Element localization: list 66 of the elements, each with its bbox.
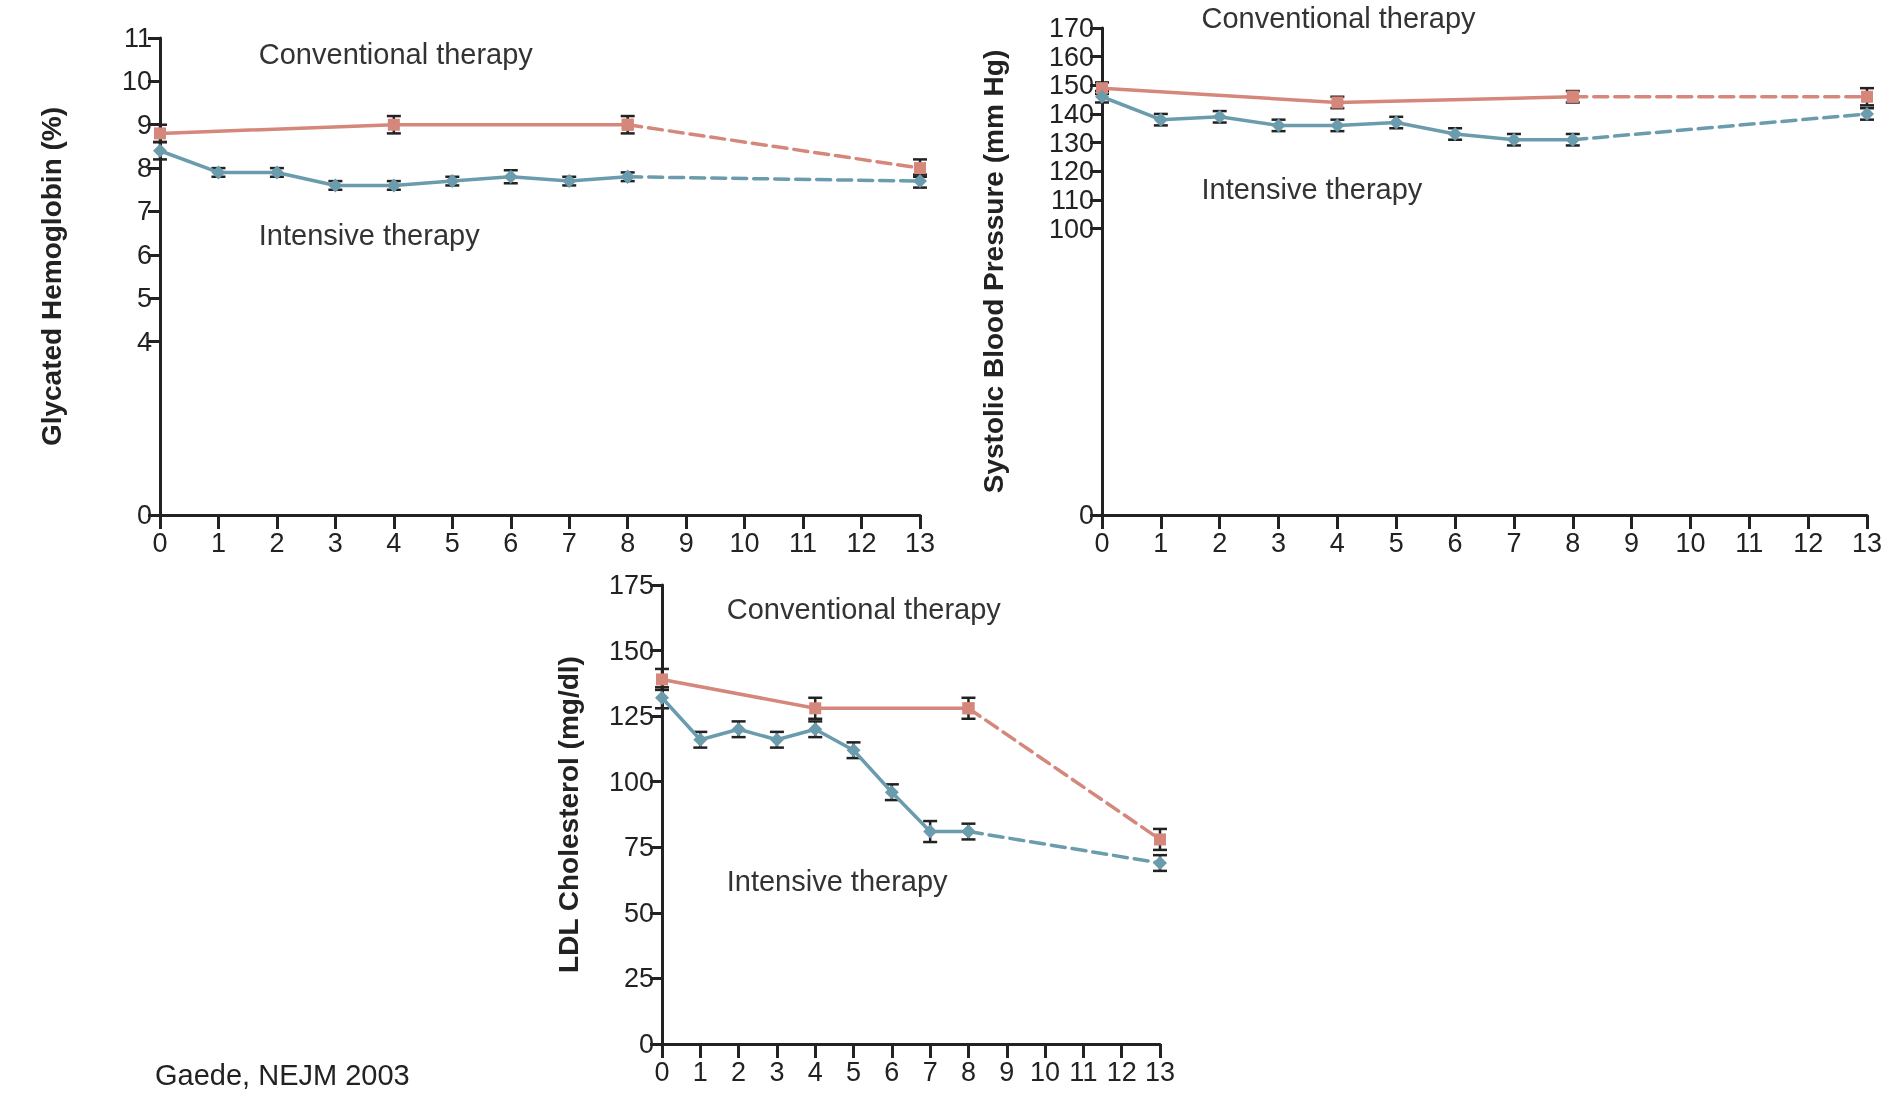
x-tick-label: 2 [1212,527,1228,558]
x-tick-label: 1 [210,527,226,558]
y-tick-label: 10 [121,66,152,97]
text: Gaede, NEJM 2003 [155,1058,410,1091]
y-axis-title: LDL Cholesterol (mg/dl) [552,656,584,973]
series-label: Intensive therapy [258,218,481,251]
x-tick-label: 4 [807,1056,823,1087]
y-tick-label: 75 [623,832,654,863]
y-axis-title: Glycated Hemoglobin (%) [35,106,67,447]
x-tick-label: 13 [1144,1056,1176,1087]
x-tick-label: 4 [1329,527,1345,558]
x-tick-label: 5 [1388,527,1404,558]
y-tick-label: 50 [623,897,654,928]
y-tick-label: 110 [1050,184,1094,215]
y-tick-label: 125 [608,701,654,732]
y-tick-label: 150 [608,635,654,666]
series-label: Intensive therapy [1201,173,1423,206]
x-tick-label: 4 [386,527,402,558]
y-tick-label: 7 [136,196,152,227]
y-tick-label: 170 [1048,13,1094,43]
x-tick-label: 9 [1624,527,1640,558]
x-tick-label: 6 [884,1056,900,1087]
text: Conventional therapy [726,592,1002,625]
x-tick-label: 11 [789,527,818,558]
x-tick-label: 3 [769,1056,785,1087]
y-tick-label: 4 [136,326,152,357]
x-tick-label: 3 [1271,527,1287,558]
x-tick-label: 12 [846,527,877,558]
y-tick-label: 175 [608,570,654,600]
y-tick-label: 11 [123,23,152,53]
x-tick-label: 7 [1506,527,1522,558]
x-tick-label: 13 [1851,527,1883,558]
series-label: Intensive therapy [726,865,949,898]
x-tick-label: 9 [999,1056,1015,1087]
x-tick-label: 6 [1447,527,1463,558]
x-tick-label: 10 [1675,527,1706,558]
y-tick-label: 130 [1048,127,1094,158]
x-tick-label: 2 [269,527,285,558]
y-tick-label: 140 [1048,98,1094,129]
y-tick-label: 100 [1048,213,1094,244]
y-tick-label: 150 [1048,70,1094,101]
series-label: Conventional therapy [258,38,534,71]
y-tick-label: 25 [623,963,654,994]
x-tick-label: 1 [692,1056,708,1087]
x-tick-label: 5 [846,1056,862,1087]
y-tick-label: 100 [608,766,654,797]
x-tick-label: 3 [327,527,343,558]
x-tick-label: 9 [678,527,694,558]
text: Conventional therapy [1201,1,1477,34]
y-tick-label: 160 [1048,41,1094,72]
y-tick-label: 8 [136,153,152,184]
x-tick-label: 10 [729,527,760,558]
x-tick-label: 8 [960,1056,976,1087]
x-tick-label: 1 [1153,527,1169,558]
y-tick-label: 120 [1048,156,1094,187]
x-tick-label: 12 [1793,527,1824,558]
y-axis-title: Systolic Blood Pressure (mm Hg) [977,49,1009,494]
x-tick-label: 2 [731,1056,747,1087]
x-tick-label: 12 [1106,1056,1137,1087]
x-tick-label: 13 [904,527,936,558]
x-tick-label: 8 [1565,527,1581,558]
x-tick-label: 5 [444,527,460,558]
x-tick-label: 7 [922,1056,938,1087]
x-tick-label: 11 [1735,527,1764,558]
x-tick-label: 6 [503,527,519,558]
x-tick-label: 7 [561,527,577,558]
